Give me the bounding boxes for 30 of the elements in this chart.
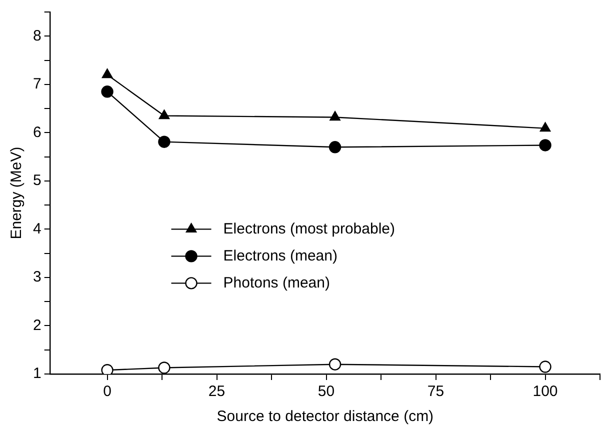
x-tick-label: 100 [532,383,558,400]
x-tick-label: 75 [427,383,444,400]
legend-label: Electrons (mean) [223,247,338,264]
x-axis-title: Source to detector distance (cm) [216,408,434,426]
y-tick-label: 5 [33,172,42,190]
point [539,139,552,152]
point [158,110,170,120]
point [158,362,170,374]
point [101,86,114,98]
point [330,111,340,121]
y-tick-label: 7 [33,76,42,93]
point [158,136,170,148]
point [540,122,551,132]
y-tick-label: 2 [33,316,42,334]
point [328,141,342,154]
y-tick-label: 4 [33,220,42,238]
y-axis-title: Energy (MeV) [8,146,26,240]
x-tick-label: 50 [318,383,335,400]
x-tick-label: 25 [208,383,226,400]
legend-label: Electrons (most probable) [223,220,396,238]
x-tick-label: 0 [103,383,112,400]
y-tick-label: 8 [33,27,42,44]
y-tick-label: 1 [33,365,42,382]
legend-label: Photons (mean) [223,274,330,292]
point [101,364,114,374]
y-tick-label: 6 [33,124,42,141]
point [539,360,552,373]
point [102,68,113,78]
point [328,358,342,370]
y-tick-label: 3 [33,268,42,286]
